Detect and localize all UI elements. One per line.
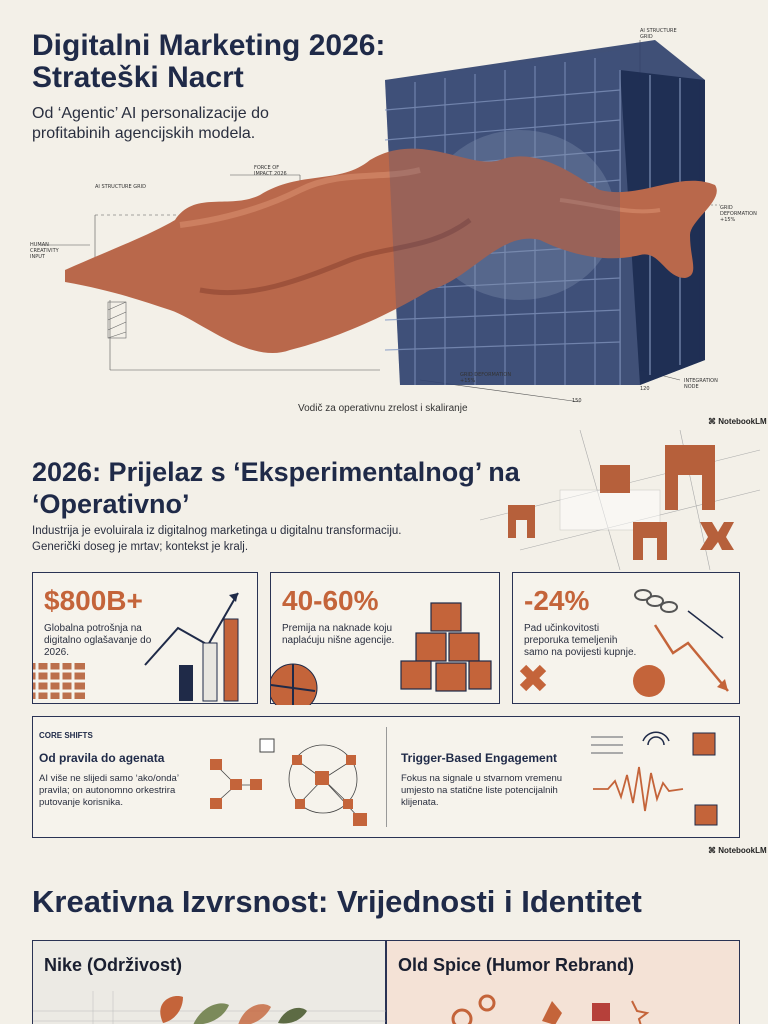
section2-decoration [480, 430, 761, 570]
annotation-dim-150: 150 [572, 398, 582, 404]
annotation-force-of-impact: FORCE OF IMPACT 2026 [254, 165, 287, 177]
stat-card-premium: 40-60% Premija na naknade koju naplaćuju… [270, 572, 500, 705]
panel-nike: Nike (Održivost) [32, 940, 387, 1024]
hero-caption: Vodič za operativnu zrelost i skaliranje [298, 403, 468, 414]
hero-illustration [40, 40, 720, 403]
stat-value: 40-60% [282, 585, 379, 616]
annotation-grid-deformation-right: GRID DEFORMATION +15% [720, 205, 757, 223]
core-shifts-panel: CORE SHIFTS Od pravila do agenata AI viš… [32, 716, 740, 838]
annotation-integration-node: INTEGRATION NODE [684, 378, 718, 390]
core-shift-left-title: Od pravila do agenata [39, 751, 165, 765]
stat-card-spend: $800B+ Globalna potrošnja na digitalno o… [32, 572, 258, 704]
section3-title: Kreativna Izvrsnost: Vrijednosti i Ident… [32, 884, 642, 919]
stat-desc: Premija na naknade koju naplaćuju nišne … [282, 623, 395, 646]
annotation-human-creativity: HUMAN CREATIVITY INPUT [30, 242, 59, 260]
hero-title: Digitalni Marketing 2026: Strateški Nacr… [32, 29, 386, 94]
stat-desc: Globalna potrošnja na digitalno oglašava… [44, 623, 152, 658]
gears-icon [451, 994, 650, 1024]
leaves-icon [33, 991, 387, 1024]
core-shifts-tag: CORE SHIFTS [39, 731, 93, 740]
annotation-ai-structure-grid-top: AI STRUCTURE GRID [640, 28, 677, 40]
panel-old-spice: Old Spice (Humor Rebrand) [386, 940, 740, 1024]
decline-chart-icon [519, 589, 729, 697]
stat-value: $800B+ [44, 585, 143, 616]
stat-value: -24% [524, 585, 590, 616]
core-shift-right-title: Trigger-Based Engagement [401, 751, 558, 765]
panel-title: Old Spice (Humor Rebrand) [398, 955, 635, 975]
signal-wave-icon [591, 731, 718, 826]
core-shift-left-text: AI više ne slijedi samo ‘ako/onda’ pravi… [39, 773, 179, 808]
panel-title: Nike (Održivost) [44, 955, 183, 975]
section2-subtitle: Industrija je evoluirala iz digitalnog m… [32, 525, 402, 553]
annotation-dim-120: 120 [640, 386, 650, 392]
notebooklm-logo-2: ⌘ NotebookLM [708, 846, 767, 855]
hero-subtitle: Od ‘Agentic’ AI personalizacije do profi… [32, 105, 269, 142]
growth-chart-icon [33, 592, 239, 702]
agent-network-icon [210, 738, 367, 826]
annotation-ai-structure-grid-left: AI STRUCTURE GRID [95, 184, 146, 190]
annotation-grid-deformation-bottom: GRID DEFORMATION +15% [460, 372, 512, 384]
notebooklm-logo-1: ⌘ NotebookLM [708, 417, 767, 426]
core-shift-right-text: Fokus na signale u stvarnom vremenu umje… [401, 773, 563, 808]
stat-desc: Pad učinkovitosti preporuka temeljenih s… [524, 623, 637, 658]
notebooklm-icon: ⌘ [708, 417, 719, 426]
stat-card-decline: -24% Pad učinkovitosti preporuka temelje… [512, 572, 740, 704]
blocks-stack-icon [271, 602, 492, 705]
core-shifts-divider [386, 727, 387, 827]
section2-title: 2026: Prijelaz s ‘Eksperimentalnog’ na ‘… [32, 457, 520, 519]
notebooklm-icon: ⌘ [708, 846, 719, 855]
